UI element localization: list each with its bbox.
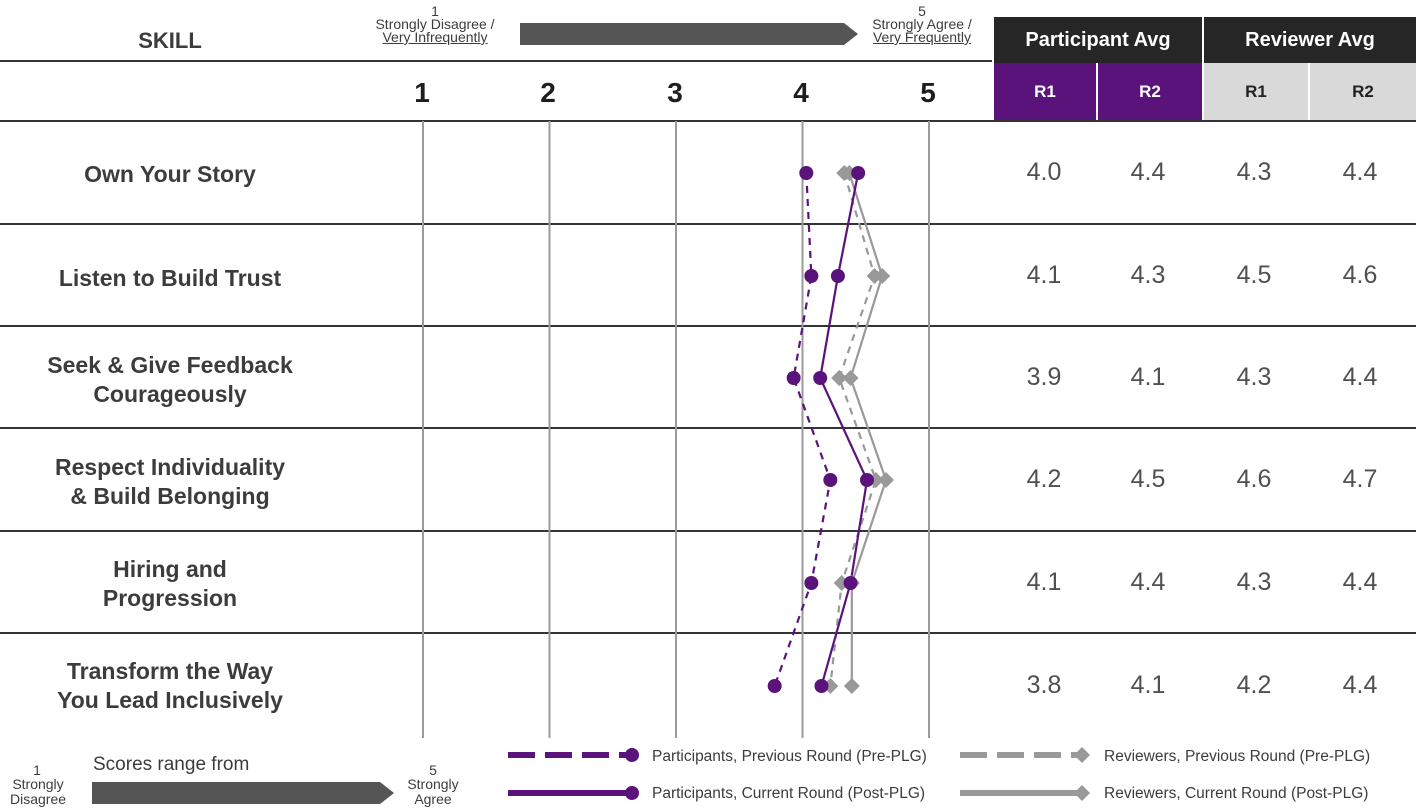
skill-row-label: Hiring and Progression (102, 556, 238, 611)
scale-high-label: 5 Strongly Agree / Very Frequently (852, 3, 992, 45)
avg-cell: 4.3 (1236, 568, 1272, 596)
axis-tick-1: 1 (414, 77, 430, 108)
series-0-point (804, 269, 819, 283)
participant-r2-header: R2 (1098, 63, 1202, 121)
avg-cell: 4.4 (1342, 568, 1378, 596)
legend-marker-0 (625, 748, 639, 762)
series-3-point (842, 370, 859, 386)
series-1-point (843, 576, 858, 590)
footer-range-text: Scores range from (93, 754, 250, 775)
scale-low-line1: Strongly Disagree / (375, 16, 495, 32)
series-3-point (874, 268, 891, 284)
footer-arrow (92, 782, 394, 804)
series-1-point (830, 269, 845, 283)
avg-cell: 4.3 (1236, 158, 1272, 186)
scale-high-line2: Very Frequently (872, 29, 972, 45)
scale-low-label: 1 Strongly Disagree / Very Infrequently (350, 3, 520, 45)
series-1-point (860, 473, 875, 487)
avg-cell: 4.1 (1130, 671, 1166, 699)
series-0-point (823, 473, 838, 487)
legend-label-reviewers-curr: Reviewers, Current Round (Post-PLG) (1104, 785, 1369, 802)
avg-cell: 4.6 (1236, 465, 1272, 493)
avg-cell: 4.4 (1342, 671, 1378, 699)
avg-cell: 4.1 (1026, 261, 1062, 289)
avg-cell: 4.4 (1342, 363, 1378, 391)
avg-cell: 4.1 (1026, 568, 1062, 596)
series-0-point (767, 679, 782, 693)
footer-low-num: 1 (33, 762, 41, 778)
series-line-0 (773, 172, 832, 687)
series-1-point (851, 166, 866, 180)
avg-cell: 4.0 (1026, 158, 1062, 186)
participant-r1-header: R1 (994, 63, 1096, 121)
legend-marker-2 (1074, 747, 1090, 763)
footer-low-label: Strongly Disagree (9, 776, 67, 807)
skill-row-label: Listen to Build Trust (58, 264, 282, 291)
legend-marker-1 (625, 786, 639, 800)
avg-cell: 4.7 (1342, 465, 1378, 493)
avg-cell: 4.4 (1130, 568, 1166, 596)
series-line-1 (819, 172, 869, 687)
avg-cell: 4.5 (1130, 465, 1166, 493)
axis-tick-2: 2 (540, 77, 556, 108)
legend-label-reviewers-prev: Reviewers, Previous Round (Pre-PLG) (1104, 748, 1371, 765)
footer-high-num: 5 (429, 762, 437, 778)
skill-header: SKILL (138, 28, 202, 53)
skill-row-label: Own Your Story (84, 160, 256, 187)
skill-row-label: Respect Individuality & Build Belonging (54, 454, 286, 509)
series-1-point (813, 371, 828, 385)
reviewer-avg-header: Reviewer Avg (1204, 17, 1416, 63)
reviewer-r2-header: R2 (1310, 63, 1416, 121)
participant-avg-header: Participant Avg (994, 17, 1202, 63)
avg-cell: 4.2 (1236, 671, 1272, 699)
axis-tick-3: 3 (667, 77, 683, 108)
scale-low-line2: Very Infrequently (382, 29, 488, 45)
avg-cell: 4.1 (1130, 363, 1166, 391)
series-line-3 (848, 172, 888, 686)
series-1-point (814, 679, 829, 693)
skill-row-label: Seek & Give Feedback Courageously (47, 352, 293, 407)
legend-marker-3 (1074, 785, 1090, 801)
footer-high-label: Strongly Agree (407, 776, 459, 807)
avg-cell: 4.3 (1130, 261, 1166, 289)
scale-low-num: 1 (431, 3, 439, 19)
avg-cell: 4.6 (1342, 261, 1378, 289)
legend-label-participants-prev: Participants, Previous Round (Pre-PLG) (652, 748, 927, 765)
scale-arrow (520, 23, 858, 45)
series-0-point (804, 576, 819, 590)
series-3-point (843, 678, 860, 694)
avg-cell: 3.9 (1026, 363, 1062, 391)
avg-cell: 4.3 (1236, 363, 1272, 391)
axis-tick-4: 4 (793, 77, 809, 108)
avg-cell: 3.8 (1026, 671, 1062, 699)
series-2-point (831, 370, 848, 386)
series-3-point (877, 472, 894, 488)
legend-label-participants-curr: Participants, Current Round (Post-PLG) (652, 785, 926, 802)
series-0-point (799, 166, 814, 180)
scale-high-line1: Strongly Agree / (872, 16, 972, 32)
scale-high-num: 5 (918, 3, 926, 19)
skill-row-label: Transform the Way You Lead Inclusively (57, 658, 283, 713)
avg-cell: 4.2 (1026, 465, 1062, 493)
series-0-point (786, 371, 801, 385)
avg-cell: 4.4 (1342, 158, 1378, 186)
axis-tick-5: 5 (920, 77, 936, 108)
reviewer-r1-header: R1 (1204, 63, 1308, 121)
avg-cell: 4.5 (1236, 261, 1272, 289)
avg-cell: 4.4 (1130, 158, 1166, 186)
